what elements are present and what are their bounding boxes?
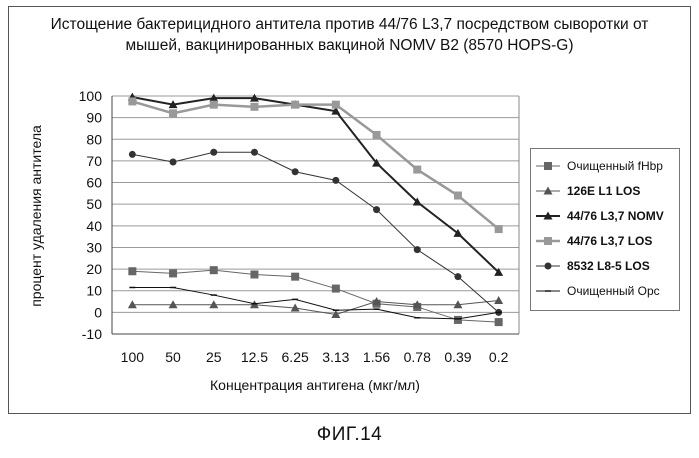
y-tick-label: 70 [86,153,102,169]
legend-label: 126E L1 LOS [567,184,640,198]
data-point [129,151,136,158]
data-point [210,149,217,156]
y-tick-label: 90 [86,110,102,126]
legend-item: 126E L1 LOS [535,182,640,200]
legend: Очищенный fHbp 126E L1 LOS 44/76 L3,7 NOMV… [530,148,680,311]
legend-swatch-marker [544,162,552,170]
data-point [169,109,177,117]
x-tick-label: 25 [206,349,222,365]
legend-label: 44/76 L3,7 LOS [567,234,652,248]
series-line [132,270,498,322]
x-tick-label: 1.56 [363,349,390,365]
x-tick-label: 12.5 [241,349,268,365]
y-tick-label: 0 [94,304,102,320]
y-tick-label: 100 [79,88,103,104]
data-point [495,225,503,233]
data-point [414,246,421,253]
y-tick-label: 10 [86,283,102,299]
legend-item: 8532 L8-5 LOS [535,257,650,275]
series-3 [128,93,503,276]
x-tick-label: 6.25 [282,349,309,365]
legend-item: Очищенный fHbp [535,157,663,175]
figure-caption: ФИГ.14 [0,424,699,446]
data-point [413,166,421,174]
legend-swatch-marker [545,263,552,270]
y-tick-label: 50 [86,196,102,212]
legend-swatch-marker [544,237,552,245]
x-tick-label: 100 [121,349,145,365]
data-point [332,177,339,184]
data-point [454,316,462,324]
series-line [132,101,498,229]
y-tick-label: 80 [86,131,102,147]
x-tick-label: 3.13 [322,349,349,365]
y-tick-label: 60 [86,175,102,191]
y-tick-label: 40 [86,218,102,234]
data-point [292,168,299,175]
legend-item: 44/76 L3,7 LOS [535,232,652,250]
x-tick-label: 50 [165,349,181,365]
legend-item: 44/76 L3,7 NOMV [535,207,664,225]
x-axis-label: Концентрация антигена (мкг/мл) [210,377,420,393]
data-point [454,273,461,280]
x-tick-labels: 100 50 25 12.5 6.25 3.13 1.56 0.78 0.39 0.2 [121,349,509,365]
data-point [170,158,177,165]
data-point [494,296,503,304]
data-point [128,267,136,275]
data-point [454,192,462,200]
y-tick-labels: -10 0 10 20 30 40 50 60 70 80 90 100 [79,88,103,342]
y-tick-label: 20 [86,261,102,277]
data-point [291,273,299,281]
data-point [210,101,218,109]
legend-label: Очищенный Opc [567,284,660,298]
legend-label: Очищенный fHbp [567,159,663,173]
data-point [250,271,258,279]
series-line [132,97,498,272]
x-tick-label: 0.2 [489,349,509,365]
axes [112,96,519,334]
series-2 [128,296,503,318]
data-point [250,103,258,111]
legend-label: 8532 L8-5 LOS [567,259,650,273]
legend-item: Очищенный Opc [535,282,660,300]
series-line [132,152,498,312]
legend-swatch [535,159,561,173]
data-point [210,266,218,274]
data-point [169,269,177,277]
data-point [332,285,340,293]
series-1 [128,266,502,326]
legend-label: 44/76 L3,7 NOMV [567,209,664,223]
gridlines [112,96,519,334]
legend-swatch [535,184,561,198]
series-6 [129,287,501,318]
legend-swatch [535,234,561,248]
data-point [495,318,503,326]
series-line [132,287,498,318]
x-tick-label: 0.39 [444,349,471,365]
data-point [251,149,258,156]
data-point [373,206,380,213]
y-axis-label: процент удаления антитела [28,125,44,307]
legend-swatch [535,284,561,298]
x-tick-label: 0.78 [404,349,431,365]
data-point [332,101,340,109]
y-tick-label: -10 [82,326,102,342]
data-point [291,101,299,109]
data-point [128,97,136,105]
data-point [373,131,381,139]
legend-swatch [535,259,561,273]
y-tick-label: 30 [86,239,102,255]
legend-swatch [535,209,561,223]
